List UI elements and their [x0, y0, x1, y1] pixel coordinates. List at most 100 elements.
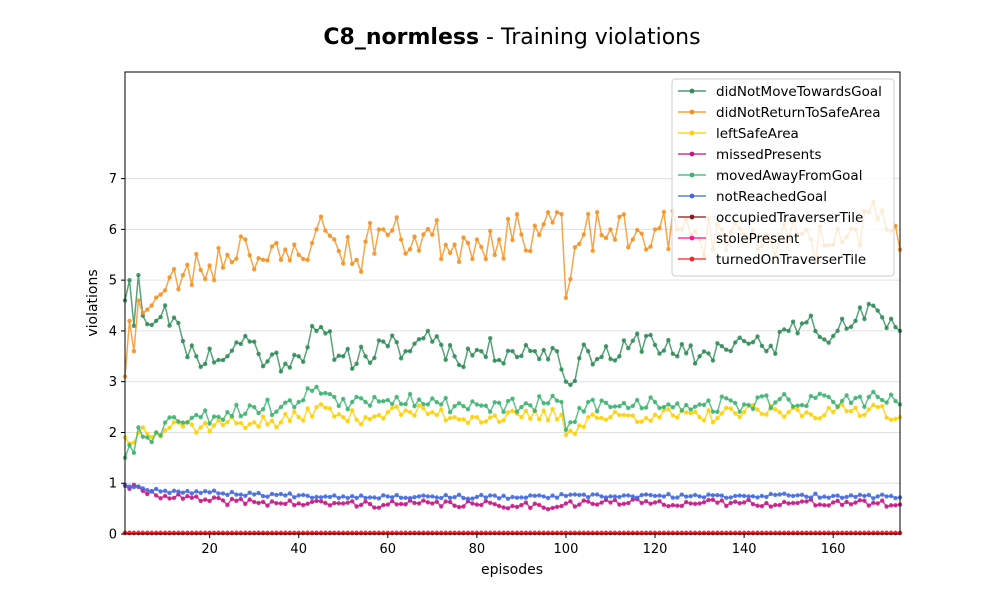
data-point: [577, 530, 582, 536]
data-point: [127, 443, 132, 448]
data-point: [657, 499, 662, 504]
data-point: [207, 346, 212, 351]
data-point: [884, 325, 889, 331]
data-point: [813, 530, 818, 536]
data-point: [465, 240, 471, 246]
data-point: [528, 248, 533, 254]
data-point: [554, 417, 560, 422]
data-point: [265, 503, 270, 508]
data-point: [234, 402, 239, 408]
data-point: [737, 493, 742, 498]
data-point: [314, 498, 319, 504]
data-point: [523, 495, 529, 500]
data-point: [666, 491, 671, 497]
data-point: [572, 431, 578, 437]
data-point: [350, 530, 355, 536]
data-point: [234, 421, 239, 426]
data-point: [185, 354, 190, 360]
legend-label: notReachedGoal: [716, 189, 827, 205]
data-point: [171, 315, 177, 320]
data-point: [777, 530, 782, 536]
data-point: [283, 411, 288, 417]
data-point: [207, 421, 212, 426]
data-point: [563, 295, 569, 301]
data-point: [768, 491, 773, 497]
data-point: [278, 404, 284, 410]
data-point: [461, 364, 466, 370]
data-point: [234, 340, 239, 345]
data-point: [639, 406, 644, 411]
data-point: [853, 405, 858, 410]
data-point: [171, 266, 177, 272]
data-point: [528, 530, 533, 536]
data-point: [626, 530, 631, 536]
data-point: [394, 502, 399, 507]
y-axis-label: violations: [85, 269, 101, 336]
data-point: [407, 349, 413, 354]
data-point: [630, 338, 635, 343]
data-point: [318, 324, 324, 330]
data-point: [292, 495, 297, 500]
data-point: [621, 412, 627, 418]
data-point: [194, 430, 199, 435]
data-point: [648, 244, 653, 249]
data-point: [519, 232, 524, 237]
data-point: [238, 492, 243, 497]
data-point: [777, 502, 782, 508]
data-point: [679, 530, 684, 536]
data-point: [292, 405, 297, 410]
data-point: [563, 493, 569, 499]
data-point: [443, 242, 448, 247]
data-point: [710, 358, 716, 363]
data-point: [804, 499, 809, 504]
data-point: [421, 493, 426, 498]
data-point: [612, 237, 618, 242]
data-point: [162, 530, 168, 536]
data-point: [537, 417, 542, 422]
chart-title: C8_normless - Training violations: [323, 25, 700, 50]
data-point: [332, 357, 337, 362]
data-point: [594, 415, 600, 421]
data-point: [826, 530, 831, 536]
data-point: [612, 530, 618, 536]
data-point: [839, 530, 845, 536]
data-point: [799, 499, 805, 504]
data-point: [568, 428, 573, 433]
data-point: [341, 530, 346, 536]
data-point: [292, 352, 297, 358]
data-point: [225, 420, 230, 425]
data-point: [260, 530, 266, 536]
data-point: [822, 530, 827, 536]
data-point: [733, 411, 738, 416]
data-point: [795, 493, 800, 498]
data-point: [603, 400, 609, 405]
data-point: [626, 413, 631, 418]
data-point: [808, 393, 814, 399]
data-point: [341, 396, 346, 402]
data-point: [893, 530, 898, 536]
data-point: [621, 400, 627, 406]
data-point: [430, 530, 435, 536]
data-point: [421, 406, 426, 411]
data-point: [461, 530, 466, 536]
data-point: [839, 495, 845, 500]
data-point: [528, 348, 533, 354]
data-point: [149, 489, 154, 494]
data-point: [390, 495, 395, 500]
data-point: [456, 492, 462, 497]
data-point: [550, 393, 555, 398]
data-point: [283, 400, 288, 405]
data-point: [296, 501, 301, 506]
data-point: [211, 360, 217, 365]
data-point: [385, 397, 390, 403]
data-point: [750, 502, 756, 507]
data-point: [581, 498, 586, 503]
data-point: [483, 354, 488, 360]
data-point: [764, 530, 769, 536]
data-point: [434, 334, 439, 339]
data-point: [866, 503, 871, 508]
data-point: [568, 499, 573, 504]
data-point: [857, 530, 863, 536]
data-point: [786, 410, 791, 415]
data-point: [581, 424, 586, 430]
